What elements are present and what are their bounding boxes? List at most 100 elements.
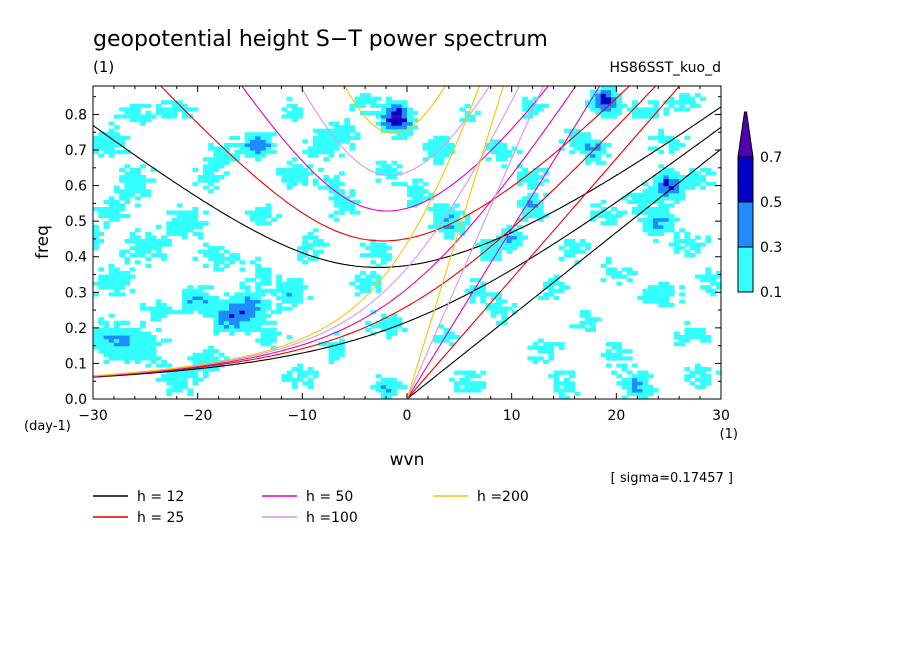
field-cell	[370, 96, 377, 101]
field-cell	[647, 192, 654, 197]
field-cell	[359, 100, 366, 105]
field-cell	[422, 189, 429, 194]
field-cell	[391, 118, 398, 123]
field-cell	[658, 217, 665, 222]
field-cell	[223, 150, 230, 155]
field-cell	[386, 395, 392, 399]
field-cell	[113, 356, 120, 361]
field-cell	[448, 235, 455, 240]
field-cell	[333, 121, 340, 126]
field-cell	[161, 306, 167, 311]
field-cell	[391, 377, 398, 382]
field-cell	[705, 238, 712, 244]
field-cell	[223, 160, 230, 165]
field-cell	[302, 178, 309, 183]
field-cell	[134, 203, 141, 208]
field-cell	[176, 107, 183, 112]
field-cell	[234, 135, 241, 140]
field-cell	[715, 274, 721, 279]
field-cell	[359, 285, 366, 290]
field-cell	[187, 114, 194, 119]
field-cell	[281, 171, 288, 176]
field-cell	[396, 381, 403, 386]
field-cell	[223, 256, 230, 261]
field-cell	[684, 377, 691, 382]
field-cell	[297, 114, 303, 119]
field-cell	[113, 189, 120, 194]
field-cell	[689, 246, 696, 251]
field-cell	[464, 214, 471, 219]
field-cell	[401, 107, 408, 112]
field-cell	[590, 150, 596, 155]
field-cell	[239, 142, 246, 148]
field-cell	[323, 174, 330, 180]
field-cell	[605, 260, 612, 265]
field-cell	[260, 310, 267, 315]
field-cell	[312, 238, 319, 244]
field-cell	[668, 171, 675, 176]
field-cell	[113, 278, 120, 283]
field-cell	[171, 114, 178, 119]
field-cell	[543, 285, 549, 290]
field-cell	[616, 103, 623, 108]
colorbar-top-triangle	[737, 111, 754, 158]
field-cell	[700, 327, 706, 333]
field-cell	[469, 381, 476, 386]
field-cell	[579, 310, 586, 315]
field-cell	[129, 253, 136, 258]
field-cell	[98, 153, 105, 158]
field-cell	[338, 206, 345, 212]
field-cell	[323, 157, 330, 162]
field-cell	[443, 214, 450, 219]
field-cell	[632, 374, 638, 379]
field-cell	[574, 146, 581, 151]
field-cell	[187, 295, 194, 301]
field-cell	[490, 295, 497, 301]
field-cell	[391, 103, 398, 108]
field-cell	[202, 310, 209, 315]
field-cell	[265, 302, 272, 308]
field-cell	[312, 242, 319, 247]
field-cell	[113, 114, 120, 119]
x-tick-label: −10	[288, 408, 318, 424]
field-cell	[658, 128, 665, 133]
field-cell	[501, 242, 508, 247]
field-cell	[239, 302, 246, 308]
field-cell	[145, 306, 152, 311]
field-cell	[668, 285, 675, 290]
field-cell	[532, 196, 539, 201]
field-cell	[176, 224, 183, 229]
field-cell	[155, 224, 162, 229]
field-cell	[694, 384, 701, 389]
field-cell	[260, 150, 267, 155]
field-cell	[448, 342, 455, 347]
field-cell	[145, 242, 152, 247]
field-cell	[605, 356, 612, 361]
field-cell	[579, 146, 586, 151]
field-cell	[145, 114, 152, 119]
field-cell	[166, 210, 173, 215]
field-cell	[700, 334, 706, 340]
field-cell	[98, 345, 105, 350]
field-cell	[265, 306, 272, 311]
field-cell	[307, 246, 314, 251]
field-cell	[684, 334, 691, 340]
field-cell	[297, 253, 303, 258]
field-cell	[454, 228, 460, 233]
field-cell	[255, 267, 262, 272]
field-cell	[187, 302, 194, 308]
field-cell	[386, 381, 392, 386]
field-cell	[459, 231, 466, 236]
field-cell	[255, 327, 262, 333]
field-cell	[396, 384, 403, 389]
field-cell	[459, 210, 466, 215]
field-cell	[265, 313, 272, 318]
x-tick-label: 10	[503, 408, 521, 424]
field-cell	[490, 302, 497, 308]
field-cell	[281, 377, 288, 382]
field-cell	[595, 160, 602, 165]
field-cell	[485, 253, 492, 258]
field-cell	[286, 160, 293, 165]
field-cell	[291, 384, 298, 389]
field-cell	[113, 203, 120, 208]
